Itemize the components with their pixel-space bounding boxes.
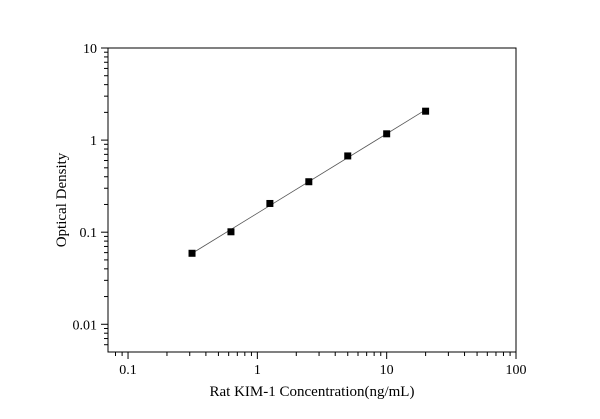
data-point: [305, 178, 313, 186]
data-points: [188, 107, 430, 257]
plot-frame: [107, 47, 517, 353]
x-tick-label: 0.1: [119, 363, 137, 378]
x-axis-label: Rat KIM-1 Concentration(ng/mL): [210, 384, 415, 400]
x-tick-label: 100: [506, 363, 527, 378]
y-tick-label: 0.01: [73, 318, 98, 333]
y-tick-label: 1: [90, 134, 97, 149]
y-tick-label: 10: [83, 42, 97, 57]
y-axis-label: Optical Density: [54, 152, 70, 247]
y-axis-ticks: 0.01 0.1 1 10: [73, 42, 108, 346]
x-tick-label: 10: [380, 363, 394, 378]
data-point: [383, 130, 391, 138]
y-tick-label: 0.1: [80, 226, 98, 241]
x-tick-label: 1: [254, 363, 261, 378]
data-point: [227, 228, 235, 236]
data-point: [266, 199, 274, 207]
x-axis-ticks: 0.1 1 10 100: [114, 352, 527, 378]
data-point: [188, 249, 196, 257]
data-point: [344, 152, 352, 160]
data-point: [422, 107, 430, 115]
